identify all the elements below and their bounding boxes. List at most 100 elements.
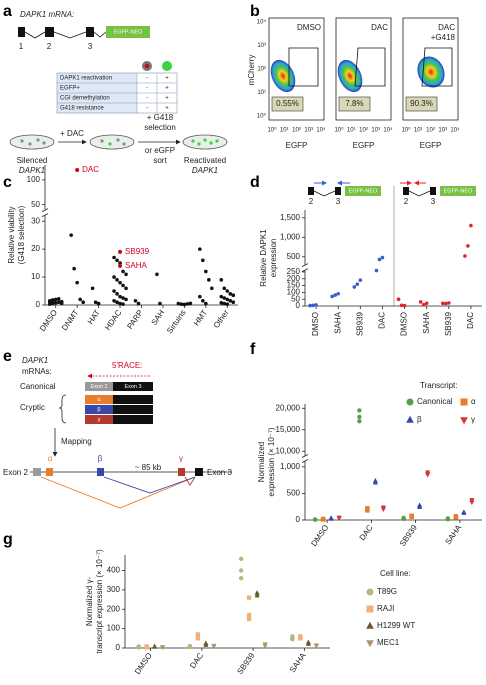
step-label: sort xyxy=(153,156,167,165)
x-tick-label: SB939 xyxy=(235,651,256,676)
x-tick-label: Sirtuins xyxy=(165,308,188,335)
exon xyxy=(430,187,436,195)
point xyxy=(225,302,230,306)
point xyxy=(155,272,159,277)
point xyxy=(358,278,363,282)
gate xyxy=(354,47,386,87)
point xyxy=(222,301,227,306)
legend-marker xyxy=(460,398,468,406)
step-label: or eGFP xyxy=(145,146,175,155)
legend-label: α xyxy=(471,397,476,406)
y-tick-label: 10¹ xyxy=(257,90,266,96)
point xyxy=(355,282,360,287)
gene-exon-label: β xyxy=(98,454,103,463)
axis-break xyxy=(301,454,309,458)
gene-exon-label: γ xyxy=(179,454,183,463)
panel-title: mRNAs: xyxy=(22,367,52,376)
panel-a: a DAPK1 mRNA: EGFP-NEO 1 2 3 DAPK1 react… xyxy=(3,3,228,175)
y-tick-label: 20,000 xyxy=(276,403,301,412)
exon xyxy=(45,27,54,37)
point xyxy=(115,300,119,305)
exon-block xyxy=(113,415,153,424)
point xyxy=(396,297,401,301)
legend-marker xyxy=(366,605,374,613)
percent-box xyxy=(271,96,304,112)
point xyxy=(254,593,260,598)
state-label: DAPK1 xyxy=(192,166,218,175)
y-tick-label: 150 xyxy=(287,281,301,290)
point xyxy=(444,301,448,306)
x-tick-label: 10³ xyxy=(438,128,447,134)
point xyxy=(238,568,244,573)
x-tick-label: SAHA xyxy=(288,651,308,675)
point xyxy=(311,303,315,308)
point xyxy=(466,244,470,248)
d-inset: EGFP-NEO 2 3 EGFP-NEO 2 3 xyxy=(308,180,476,306)
reporter-box xyxy=(345,186,381,196)
x-tick-label: SAHA xyxy=(422,311,431,333)
dish xyxy=(182,134,228,150)
x-tick-label: 10¹ xyxy=(347,128,356,134)
point xyxy=(124,286,128,291)
y-tick-label: 400 xyxy=(107,566,121,575)
point xyxy=(112,275,116,279)
x-tick-label: HAT xyxy=(86,308,102,326)
point xyxy=(176,301,181,306)
y-tick-label: 20 xyxy=(31,244,40,253)
y-tick-label: 10 xyxy=(31,272,40,281)
point xyxy=(357,408,362,413)
reporter-box xyxy=(440,186,476,196)
gene-exon xyxy=(46,468,53,476)
reporter-box xyxy=(106,26,150,38)
mapping-label: Mapping xyxy=(61,437,92,446)
point xyxy=(210,286,214,291)
legend-title: Cell line: xyxy=(380,569,411,578)
point xyxy=(219,278,224,282)
x-tick-label: DAC xyxy=(358,523,375,542)
table-row-label: DAPK1 reactivation xyxy=(60,76,112,82)
intron xyxy=(93,31,107,38)
legend-label: β xyxy=(417,415,422,424)
exon xyxy=(335,187,341,195)
row-label: Canonical xyxy=(20,382,56,391)
point xyxy=(53,297,58,302)
x-tick-label: Other xyxy=(212,308,231,330)
point xyxy=(112,255,116,260)
y-tick-label: 15,000 xyxy=(276,425,301,434)
exon-block-label: Exon 3 xyxy=(124,384,141,390)
x-tick-label: DMSO xyxy=(311,312,320,336)
axis-break xyxy=(301,268,309,272)
x-tick-label: 10¹ xyxy=(414,128,423,134)
point xyxy=(225,289,230,293)
annotated-point xyxy=(118,263,123,268)
step-label: + DAC xyxy=(60,129,84,138)
brace xyxy=(58,394,67,424)
point xyxy=(198,247,202,251)
dish xyxy=(89,134,135,150)
green-cells xyxy=(108,138,219,146)
point xyxy=(115,278,119,282)
point xyxy=(424,301,429,306)
point xyxy=(124,297,128,302)
point xyxy=(93,300,98,305)
y-tick-label: 500 xyxy=(287,489,301,498)
x-tick-label: 10⁰ xyxy=(401,127,411,134)
point xyxy=(121,283,125,288)
x-tick-label: SB939 xyxy=(355,311,364,336)
x-tick-label: SB939 xyxy=(398,523,419,548)
axis-break xyxy=(301,459,309,463)
point xyxy=(203,642,209,647)
point xyxy=(124,272,128,277)
point xyxy=(231,293,236,298)
y-axis-label: Relative DAPK1 xyxy=(259,229,268,287)
point xyxy=(160,645,166,650)
point xyxy=(357,414,362,420)
point xyxy=(401,515,406,521)
point xyxy=(228,299,233,303)
panel-letter: c xyxy=(3,174,12,191)
annotated-point xyxy=(75,167,80,172)
point xyxy=(231,300,236,305)
point xyxy=(380,255,385,260)
